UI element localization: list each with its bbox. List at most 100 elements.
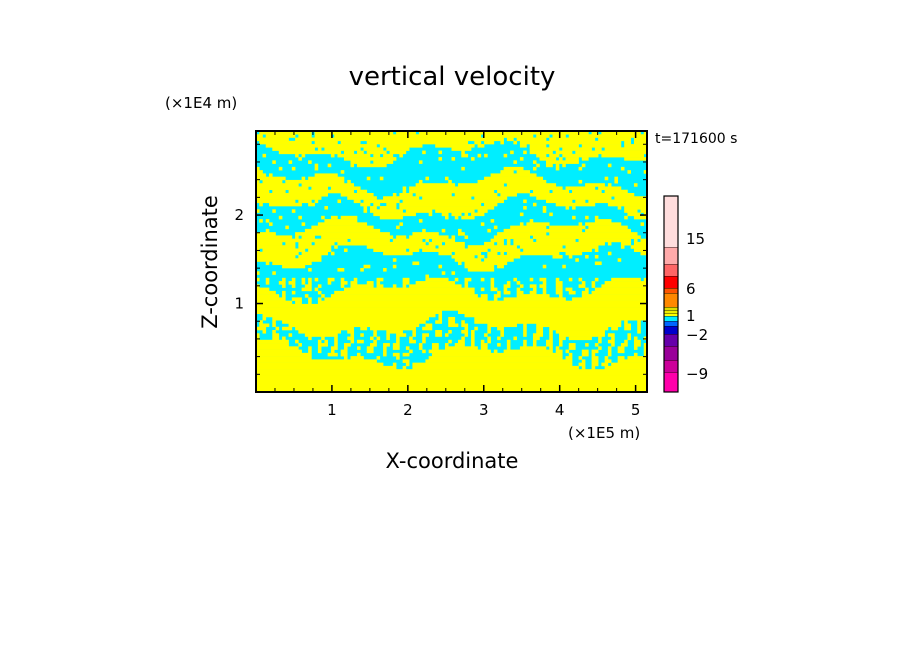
field-cell-positive: [523, 199, 527, 204]
field-cell-positive: [317, 346, 322, 350]
field-cell-positive: [549, 330, 553, 334]
field-cell-positive: [497, 326, 504, 331]
field-cell-positive: [428, 349, 491, 354]
field-cell-positive: [444, 346, 478, 350]
field-cell-positive: [607, 333, 615, 337]
field-cell-positive: [614, 179, 618, 184]
field-cell-positive: [259, 219, 263, 223]
colorbar-swatch: [663, 263, 679, 277]
field-cell-positive: [418, 219, 423, 223]
field-cell-positive: [559, 333, 605, 337]
field-cell-positive: [607, 163, 612, 168]
field-cell-positive: [585, 254, 589, 259]
field-cell-positive: [545, 199, 573, 204]
field-cell-positive: [513, 160, 517, 164]
field-cell-positive: [298, 134, 312, 138]
field-cell-positive: [412, 261, 420, 266]
field-cell-positive: [360, 202, 371, 207]
field-cell-positive: [353, 199, 361, 204]
field-cell-positive: [396, 333, 407, 337]
field-cell-positive: [451, 212, 462, 217]
field-cell-positive: [555, 163, 560, 168]
field-cell-positive: [607, 349, 612, 354]
field-cell-positive: [526, 222, 550, 226]
field-cell-positive: [272, 316, 429, 321]
field-cell-positive: [591, 284, 596, 288]
field-cell-positive: [516, 294, 550, 298]
field-cell-positive: [256, 209, 260, 213]
field-cell-positive: [484, 153, 488, 158]
field-cell-positive: [461, 330, 469, 334]
field-cell-positive: [409, 339, 416, 344]
field-cell-positive: [585, 343, 589, 347]
field-cell-positive: [256, 307, 648, 311]
field-cell-positive: [308, 277, 312, 282]
field-cell-positive: [490, 281, 495, 285]
field-cell-positive: [314, 131, 394, 135]
field-cell-positive: [604, 176, 609, 181]
field-cell-positive: [256, 375, 648, 380]
field-cell-positive: [598, 339, 602, 344]
field-cell-positive: [288, 323, 420, 328]
field-cell-positive: [604, 189, 628, 194]
field-cell-positive: [545, 163, 553, 168]
field-cell-positive: [484, 176, 544, 181]
field-cell-positive: [399, 153, 403, 158]
field-cell-positive: [542, 206, 547, 210]
field-cell-positive: [409, 349, 413, 354]
field-cell-positive: [536, 323, 622, 328]
field-cell-positive: [272, 261, 312, 266]
field-cell-positive: [454, 277, 459, 282]
field-cell-positive: [314, 277, 319, 282]
field-cell-positive: [256, 359, 377, 363]
field-cell-positive: [565, 287, 573, 292]
field-cell-positive: [536, 163, 540, 168]
field-cell-positive: [330, 251, 335, 256]
field-cell-positive: [298, 199, 312, 204]
colorbar-swatch: [663, 333, 679, 347]
field-cell-positive: [314, 163, 319, 168]
field-cell-positive: [399, 202, 482, 207]
field-cell-positive: [562, 147, 592, 151]
field-cell-positive: [565, 251, 583, 256]
field-cell-positive: [256, 192, 328, 197]
field-cell-positive: [412, 232, 439, 236]
field-cell-positive: [308, 268, 312, 272]
field-cell-positive: [337, 153, 371, 158]
field-cell-positive: [549, 336, 553, 341]
field-cell-positive: [630, 245, 648, 249]
field-cell-positive: [572, 189, 602, 194]
field-cell-positive: [425, 323, 433, 328]
field-cell-positive: [275, 326, 280, 331]
field-cell-positive: [350, 163, 355, 168]
field-cell-positive: [490, 248, 521, 253]
field-cell-positive: [513, 277, 517, 282]
field-cell-positive: [265, 134, 296, 138]
field-cell-positive: [633, 339, 641, 344]
field-cell-positive: [480, 294, 488, 298]
field-cell-positive: [441, 212, 449, 217]
field-cell-positive: [604, 147, 648, 151]
field-cell-positive: [572, 215, 576, 220]
field-cell-positive: [340, 170, 345, 174]
field-cell-positive: [581, 281, 586, 285]
field-cell-positive: [317, 147, 322, 151]
field-cell-positive: [298, 245, 332, 249]
colorbar-swatch: [663, 246, 679, 265]
field-cell-positive: [568, 343, 576, 347]
field-cell-positive: [529, 219, 534, 223]
field-cell-positive: [256, 189, 270, 194]
field-cell-positive: [428, 212, 433, 217]
field-cell-positive: [428, 356, 563, 360]
field-cell-positive: [298, 215, 302, 220]
field-cell-positive: [500, 170, 514, 174]
field-cell-positive: [370, 206, 377, 210]
field-cell-positive: [350, 160, 371, 164]
field-cell-positive: [617, 258, 622, 262]
field-cell-positive: [438, 245, 465, 249]
field-cell-positive: [624, 215, 628, 220]
field-cell-positive: [523, 330, 527, 334]
field-cell-positive: [503, 166, 524, 171]
field-cell-positive: [288, 333, 293, 337]
field-cell-positive: [425, 274, 429, 279]
